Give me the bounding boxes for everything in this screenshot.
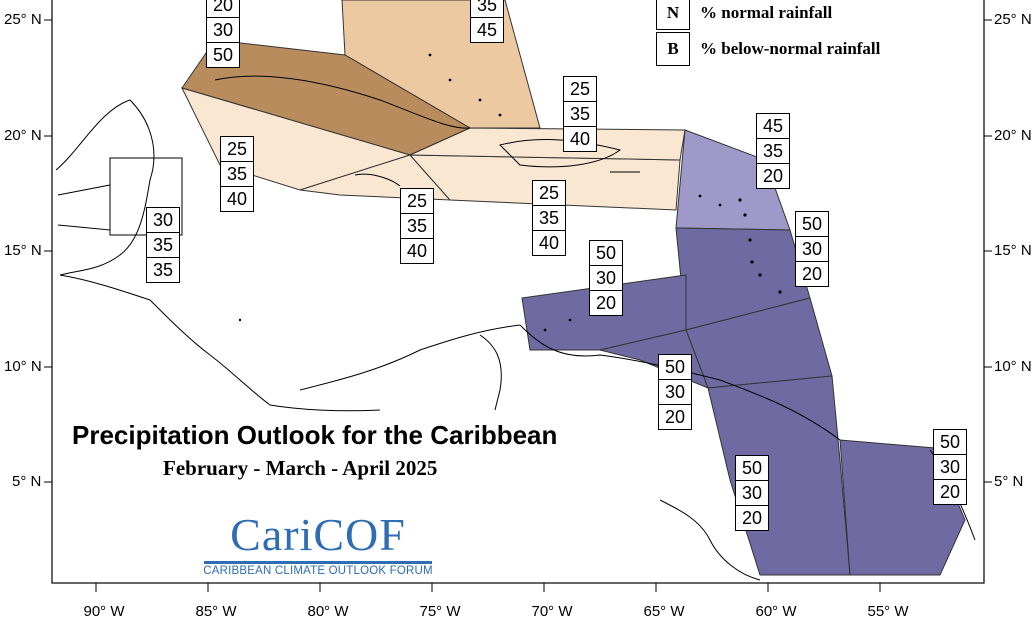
prob-below: 40 (569, 129, 591, 149)
legend-below: B % below-normal rainfall (656, 32, 881, 66)
prob-below: 20 (801, 264, 823, 284)
logo-wordmark: CariCOF (230, 509, 406, 560)
prob-normal: 35 (147, 233, 179, 258)
logo-tagline: CARIBBEAN CLIMATE OUTLOOK FORUM (203, 565, 433, 577)
lat-label-20n-right: 20° N (994, 127, 1032, 144)
prob-below: 20 (939, 482, 961, 502)
lat-label-20n-left: 20° N (4, 127, 42, 144)
prob-below: 20 (595, 293, 617, 313)
prob-normal: 30 (659, 380, 691, 405)
prob-below: 40 (538, 233, 560, 253)
prob-normal: 35 (533, 206, 565, 231)
prob-below: 20 (762, 166, 784, 186)
prob-above: 50 (934, 430, 966, 455)
legend-text-normal: % normal rainfall (700, 3, 833, 22)
lat-label-15n-right: 15° N (994, 242, 1032, 259)
prob-normal: 35 (221, 162, 253, 187)
legend-key-n: N (656, 0, 690, 30)
legend-key-b: B (656, 32, 690, 66)
lat-label-25n-right: 25° N (994, 11, 1032, 28)
prob-above: 50 (796, 212, 828, 237)
prob-above: 50 (659, 355, 691, 380)
prob-normal: 30 (207, 18, 239, 43)
prob-normal: 35 (757, 139, 789, 164)
prob-below: 20 (664, 407, 686, 427)
map-subtitle: February - March - April 2025 (163, 456, 438, 480)
prob-box-french-guiana: 50 30 20 (933, 429, 967, 505)
map-title: Precipitation Outlook for the Caribbean (72, 420, 558, 450)
lat-label-10n-left: 10° N (4, 358, 42, 375)
lat-label-5n-right: 5° N (994, 473, 1024, 490)
lon-label-65w: 65° W (643, 603, 685, 620)
prob-below: 35 (152, 260, 174, 280)
lat-label-25n-left: 25° N (4, 11, 42, 28)
prob-above: 25 (401, 189, 433, 214)
legend-text-below: % below-normal rainfall (700, 39, 881, 58)
lat-label-10n-right: 10° N (994, 358, 1032, 375)
prob-box-hispaniola-south: 25 35 40 (532, 180, 566, 256)
prob-normal: 30 (796, 237, 828, 262)
lon-label-80w: 80° W (307, 603, 349, 620)
prob-box-leeward: 45 35 20 (756, 113, 790, 189)
prob-normal: 35 (564, 102, 596, 127)
prob-normal: 30 (736, 481, 768, 506)
prob-normal: 30 (934, 455, 966, 480)
lat-label-5n-left: 5° N (12, 473, 42, 490)
prob-normal: 30 (590, 266, 622, 291)
prob-box-trinidad: 50 30 20 (658, 354, 692, 430)
prob-box-jamaica: 25 35 40 (400, 188, 434, 264)
prob-above: 45 (757, 114, 789, 139)
prob-above: 50 (590, 241, 622, 266)
prob-above: 25 (533, 181, 565, 206)
tick-marks (44, 19, 992, 592)
prob-box-guyana: 50 30 20 (735, 455, 769, 531)
prob-below: 40 (406, 241, 428, 261)
lon-label-75w: 75° W (419, 603, 461, 620)
prob-box-cayman-jamaica-west: 25 35 40 (220, 136, 254, 212)
lon-label-60w: 60° W (755, 603, 797, 620)
prob-above: 50 (736, 456, 768, 481)
caricof-logo: CariCOF CARIBBEAN CLIMATE OUTLOOK FORUM (200, 509, 436, 582)
island-marks (238, 53, 782, 332)
prob-normal: 35 (401, 214, 433, 239)
prob-below: 20 (741, 508, 763, 528)
prob-below: 40 (226, 189, 248, 209)
prob-box-hispaniola-puertorico: 25 35 40 (563, 76, 597, 152)
prob-below: 45 (476, 20, 498, 40)
lat-label-15n-left: 15° N (4, 242, 42, 259)
prob-below: 50 (212, 45, 234, 65)
lon-label-70w: 70° W (531, 603, 573, 620)
prob-above: 25 (221, 137, 253, 162)
prob-above: 20 (207, 0, 239, 18)
prob-box-windward: 50 30 20 (795, 211, 829, 287)
legend-normal: N % normal rainfall (656, 0, 833, 30)
region-guyana (707, 375, 851, 576)
prob-normal: 35 (471, 0, 503, 18)
prob-box-yucatan-belize: 30 35 35 (146, 207, 180, 283)
lon-label-55w: 55° W (867, 603, 909, 620)
logo-divider (204, 561, 432, 564)
prob-above: 25 (564, 77, 596, 102)
map-frame (51, 0, 985, 584)
prob-box-abc: 50 30 20 (589, 240, 623, 316)
prob-box-top-left: 20 30 50 (206, 0, 240, 68)
prob-box-bahamas: 35 45 (470, 0, 504, 43)
prob-above: 30 (147, 208, 179, 233)
lon-label-85w: 85° W (195, 603, 237, 620)
lon-label-90w: 90° W (83, 603, 125, 620)
